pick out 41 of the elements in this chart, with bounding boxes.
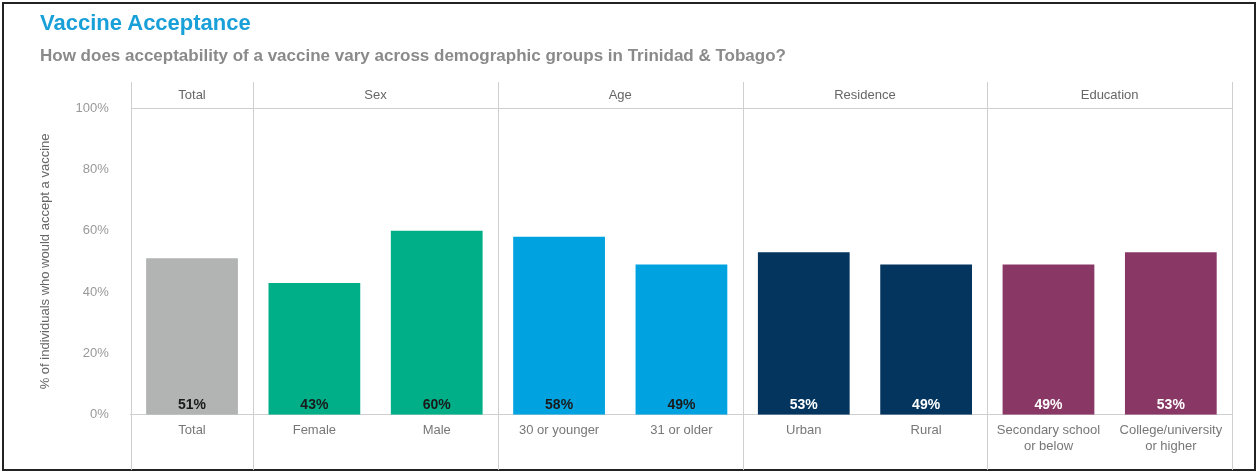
bar: [268, 282, 361, 415]
data-label: 53%: [1156, 395, 1186, 412]
x-tick-label: Total: [178, 422, 206, 438]
y-tick-label: 100%: [75, 99, 110, 115]
y-axis-title: % of individuals who would accept a vaccine: [37, 133, 53, 390]
data-label: 49%: [1034, 395, 1064, 412]
x-tick-label: Female: [292, 422, 337, 438]
x-tick-label: Urban: [786, 422, 822, 438]
bar: [1002, 264, 1095, 415]
bar: [635, 264, 728, 415]
x-tick-label: Secondary school or below: [996, 422, 1101, 453]
y-tick-label: 60%: [82, 222, 110, 238]
chart-title: Vaccine Acceptance: [40, 10, 251, 36]
y-tick-label: 40%: [82, 283, 110, 299]
y-tick-label: 80%: [82, 160, 110, 176]
data-label: 53%: [789, 395, 819, 412]
x-tick-label: 30 or younger: [518, 422, 600, 438]
bar: [757, 252, 850, 415]
bar: [513, 236, 605, 415]
x-tick-label: Male: [422, 422, 451, 438]
text: Age: [608, 86, 632, 102]
x-tick-label: College/university or higher: [1119, 422, 1223, 453]
bar: [1124, 252, 1217, 415]
data-label: 49%: [912, 395, 941, 412]
bar: [880, 264, 973, 415]
x-tick-label: Rural: [910, 422, 942, 438]
text: Education: [1080, 86, 1139, 102]
data-label: 43%: [300, 395, 329, 412]
x-tick-label: 31 or older: [650, 422, 714, 438]
text: Sex: [364, 86, 388, 102]
text: Residence: [834, 86, 896, 102]
text: Total: [178, 86, 206, 102]
y-tick-label: 0%: [90, 406, 110, 422]
bar: [146, 258, 238, 415]
chart-subtitle: How does acceptability of a vaccine vary across demographic groups in Trinidad & Tobago?: [40, 46, 786, 66]
data-label: 49%: [667, 395, 696, 412]
y-tick-label: 20%: [82, 345, 110, 361]
data-label: 60%: [422, 395, 452, 412]
data-label: 51%: [178, 395, 207, 412]
data-label: 58%: [545, 395, 574, 412]
bar: [390, 230, 483, 415]
